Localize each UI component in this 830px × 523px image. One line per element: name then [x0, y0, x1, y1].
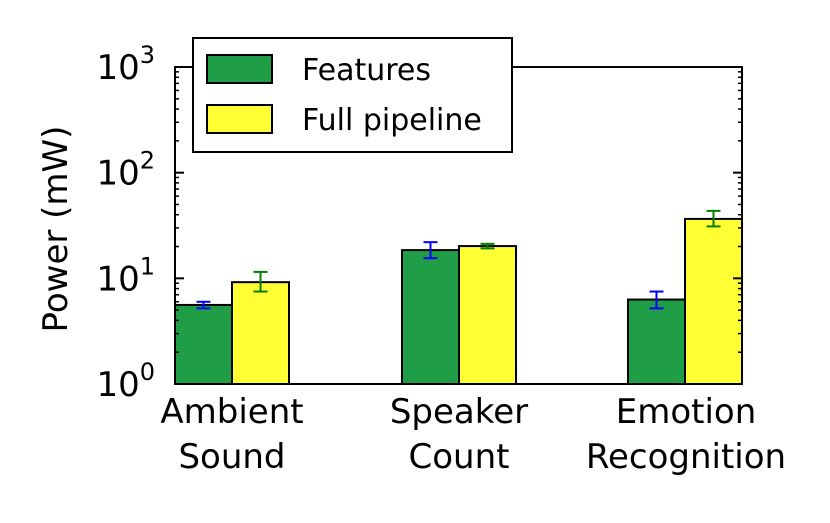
error-bar-features-0 [196, 300, 211, 310]
x-tick-label-0-0: Ambient [160, 392, 303, 432]
bar-full-pipeline-2 [684, 217, 743, 385]
legend-label-features: Features [302, 53, 431, 88]
x-tick-label-0-1: Sound [178, 437, 285, 477]
x-axis: Ambient Sound Speaker Count Emotion Recogniti… [160, 392, 786, 477]
y-tick-label-3: 103 [96, 41, 155, 88]
legend: Features Full pipeline [192, 37, 513, 153]
y-tick-label-2: 102 [96, 147, 155, 194]
bar-features-1 [401, 249, 460, 385]
x-tick-label-2-1: Recognition [586, 437, 786, 477]
y-axis: 100 101 102 103 [96, 41, 742, 405]
y-tick-label-1: 101 [96, 252, 155, 299]
x-tick-label-1-1: Count [409, 437, 510, 477]
error-bar-full-pipeline-0 [253, 270, 268, 293]
bar-features-0 [174, 303, 233, 385]
bar-full-pipeline-0 [231, 281, 290, 386]
x-tick-label-2-0: Emotion [616, 392, 757, 432]
y-axis-label: Power (mW) [36, 126, 76, 333]
bar-full-pipeline-1 [458, 245, 517, 385]
error-bar-full-pipeline-1 [480, 242, 495, 250]
legend-swatch-features [206, 54, 273, 84]
y-tick-label-0: 100 [96, 358, 155, 405]
error-bar-full-pipeline-2 [706, 209, 721, 228]
error-bar-features-2 [649, 290, 664, 310]
legend-swatch-full-pipeline [206, 104, 273, 134]
bar-features-2 [627, 298, 686, 385]
legend-label-full-pipeline: Full pipeline [302, 103, 482, 138]
error-bars-layer [196, 209, 721, 310]
x-tick-label-1-0: Speaker [390, 392, 528, 432]
error-bar-features-1 [423, 241, 438, 260]
